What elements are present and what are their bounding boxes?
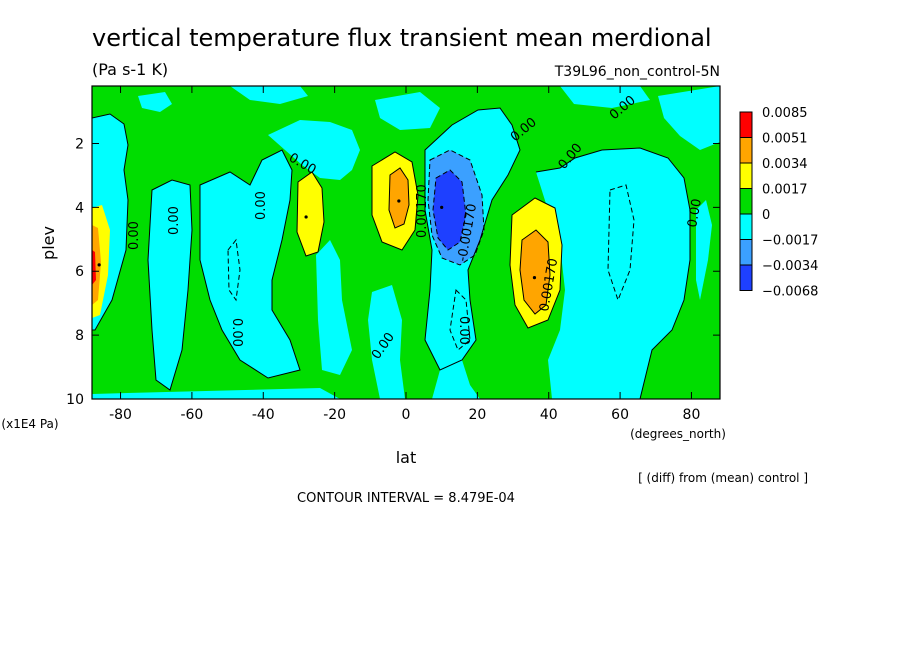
colorbar-swatch (739, 188, 753, 215)
cyan-region (316, 240, 352, 375)
orange-region (92, 225, 101, 305)
extremum-marker (304, 215, 308, 219)
run-label: T39L96_non_control-5N (554, 64, 720, 80)
colorbar: 0.0085 0.0051 0.0034 0.0017 0 −0.0017 −0.0034 −… (739, 106, 818, 300)
footer-note: [ (diff) from (mean) control ] (638, 471, 808, 485)
x-tick-label: -40 (252, 407, 275, 423)
y-units-label: (x1E4 Pa) (1, 417, 58, 431)
units-label: (Pa s-1 K) (92, 60, 168, 79)
colorbar-label: −0.0034 (762, 259, 818, 274)
colorbar-swatch (739, 137, 753, 164)
x-units-label: (degrees_north) (630, 427, 726, 441)
x-tick-label: 0 (402, 407, 411, 423)
cyan-region (696, 200, 712, 300)
contour-label: 0.00 (229, 318, 244, 347)
contour-lines (92, 107, 691, 399)
x-tick-label: 40 (540, 407, 558, 423)
colorbar-label: 0.0034 (762, 157, 808, 172)
cyan-region (200, 150, 300, 378)
cyan-region (658, 86, 720, 150)
y-tick-label: 4 (75, 200, 84, 216)
x-tick-label: -80 (109, 407, 132, 423)
contour-label: 0.00 (254, 191, 269, 220)
colorbar-swatch (739, 213, 753, 240)
cyan-region (375, 92, 440, 130)
colorbar-label: −0.0068 (762, 285, 818, 300)
chart-title: vertical temperature flux transient mean… (92, 24, 712, 52)
negative-contours (227, 149, 635, 351)
contour-label: 0.00 (127, 221, 142, 250)
contour-label: 0.00 (456, 316, 471, 345)
contour-interval-label: CONTOUR INTERVAL = 8.479E-04 (297, 491, 515, 506)
cyan-region (148, 180, 192, 390)
contour-label: 0.00 (167, 206, 182, 235)
colorbar-swatch (739, 239, 753, 266)
y-tick-label: 8 (75, 328, 84, 344)
cyan-region (432, 360, 480, 399)
cyan-region (368, 285, 405, 399)
x-tick-label: 80 (683, 407, 701, 423)
cyan-region (138, 92, 172, 112)
y-tick-label: 2 (75, 136, 84, 152)
red-region (92, 250, 96, 285)
extremum-marker (532, 276, 537, 280)
extremum-marker (440, 205, 444, 209)
x-tick-label: 60 (611, 407, 629, 423)
x-axis: -80 -60 -40 -20 0 20 40 60 80 (109, 86, 700, 423)
extremum-marker (397, 199, 401, 203)
cyan-region (536, 148, 690, 399)
colorbar-label: 0.0051 (762, 132, 808, 147)
colorbar-swatch (739, 111, 753, 138)
cyan-region (92, 388, 340, 399)
x-tick-label: 20 (468, 407, 486, 423)
x-tick-label: -20 (323, 407, 346, 423)
contour-field: 0.00 0.00 0.00 0.00 0.00 0.00 0.00 0.00 … (92, 86, 720, 399)
cyan-region (268, 120, 360, 180)
y-axis: 2 4 6 8 10 (66, 136, 720, 408)
blue-region (433, 170, 466, 250)
colorbar-label: 0.0085 (762, 106, 808, 121)
orange-region (389, 168, 409, 228)
y-axis-label: plev (39, 226, 58, 260)
yellow-region (297, 172, 324, 256)
extremum-marker (97, 263, 101, 267)
x-tick-label: -60 (180, 407, 203, 423)
colorbar-swatch (739, 162, 753, 189)
orange-region (520, 230, 550, 314)
colorbar-label: −0.0017 (762, 234, 818, 249)
x-axis-label: lat (396, 448, 417, 467)
colorbar-swatch (739, 264, 753, 291)
colorbar-label: 0.0017 (762, 183, 808, 198)
cyan-region (560, 86, 650, 108)
contour-label: 0.00170 (415, 184, 430, 238)
y-tick-label: 10 (66, 392, 84, 408)
contour-label: 0.00 (685, 198, 705, 229)
colorbar-label: 0 (762, 208, 770, 223)
cyan-region (230, 86, 308, 104)
y-tick-label: 6 (75, 264, 84, 280)
